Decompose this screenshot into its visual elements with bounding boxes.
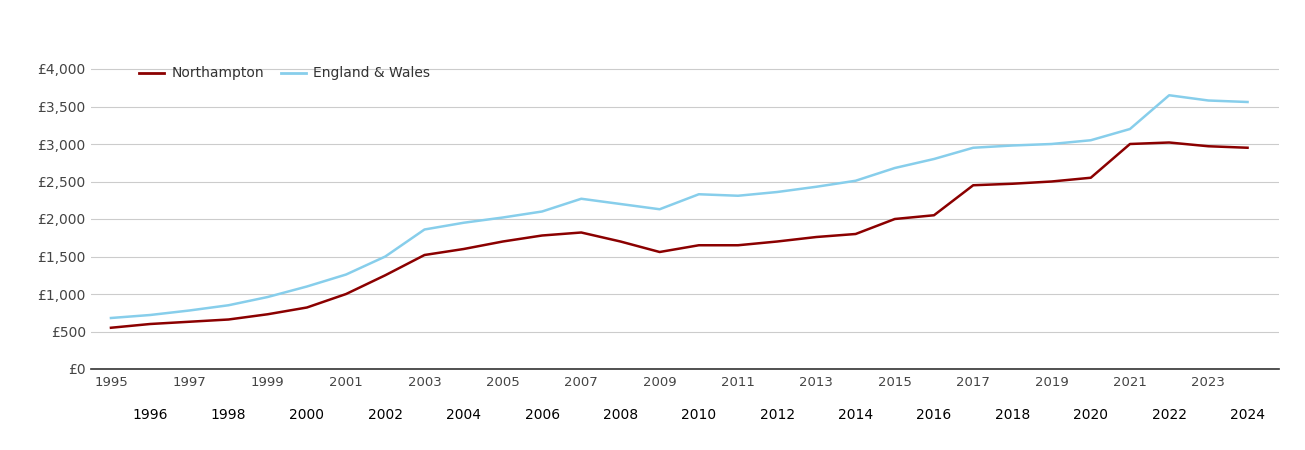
England & Wales — [731, 193, 746, 198]
England & Wales — [181, 308, 197, 313]
Northampton — [1005, 181, 1021, 186]
Northampton — [1122, 141, 1138, 147]
Northampton — [377, 273, 393, 278]
Northampton — [103, 325, 119, 330]
England & Wales — [103, 315, 119, 321]
Northampton — [731, 243, 746, 248]
England & Wales — [1201, 98, 1216, 103]
England & Wales — [299, 284, 315, 289]
England & Wales — [887, 165, 903, 171]
England & Wales — [416, 227, 432, 232]
England & Wales — [221, 302, 236, 308]
England & Wales — [1005, 143, 1021, 148]
England & Wales — [1083, 138, 1099, 143]
Northampton — [1083, 175, 1099, 180]
England & Wales — [455, 220, 471, 225]
Northampton — [848, 231, 864, 237]
England & Wales — [1240, 99, 1255, 105]
England & Wales — [260, 294, 275, 300]
Northampton — [927, 212, 942, 218]
Line: England & Wales: England & Wales — [111, 95, 1248, 318]
Northampton — [142, 321, 158, 327]
Northampton — [1201, 144, 1216, 149]
Northampton — [573, 230, 589, 235]
Legend: Northampton, England & Wales: Northampton, England & Wales — [134, 61, 435, 86]
England & Wales — [495, 215, 510, 220]
England & Wales — [573, 196, 589, 202]
England & Wales — [1044, 141, 1060, 147]
Northampton — [612, 239, 628, 244]
Northampton — [1044, 179, 1060, 184]
Northampton — [416, 252, 432, 258]
Northampton — [221, 317, 236, 322]
England & Wales — [338, 272, 354, 277]
England & Wales — [809, 184, 825, 189]
England & Wales — [1161, 93, 1177, 98]
Northampton — [887, 216, 903, 222]
England & Wales — [770, 189, 786, 195]
England & Wales — [927, 156, 942, 162]
Northampton — [651, 249, 667, 255]
Northampton — [770, 239, 786, 244]
Northampton — [455, 246, 471, 252]
Northampton — [338, 291, 354, 297]
England & Wales — [142, 312, 158, 318]
Northampton — [495, 239, 510, 244]
England & Wales — [377, 254, 393, 259]
England & Wales — [1122, 126, 1138, 132]
Northampton — [692, 243, 707, 248]
England & Wales — [692, 192, 707, 197]
Northampton — [966, 183, 981, 188]
England & Wales — [651, 207, 667, 212]
England & Wales — [848, 178, 864, 184]
England & Wales — [966, 145, 981, 150]
Line: Northampton: Northampton — [111, 143, 1248, 328]
Northampton — [534, 233, 549, 238]
Northampton — [260, 311, 275, 317]
England & Wales — [612, 201, 628, 207]
England & Wales — [534, 209, 549, 214]
Northampton — [299, 305, 315, 310]
Northampton — [1161, 140, 1177, 145]
Northampton — [1240, 145, 1255, 150]
Northampton — [809, 234, 825, 240]
Northampton — [181, 319, 197, 324]
